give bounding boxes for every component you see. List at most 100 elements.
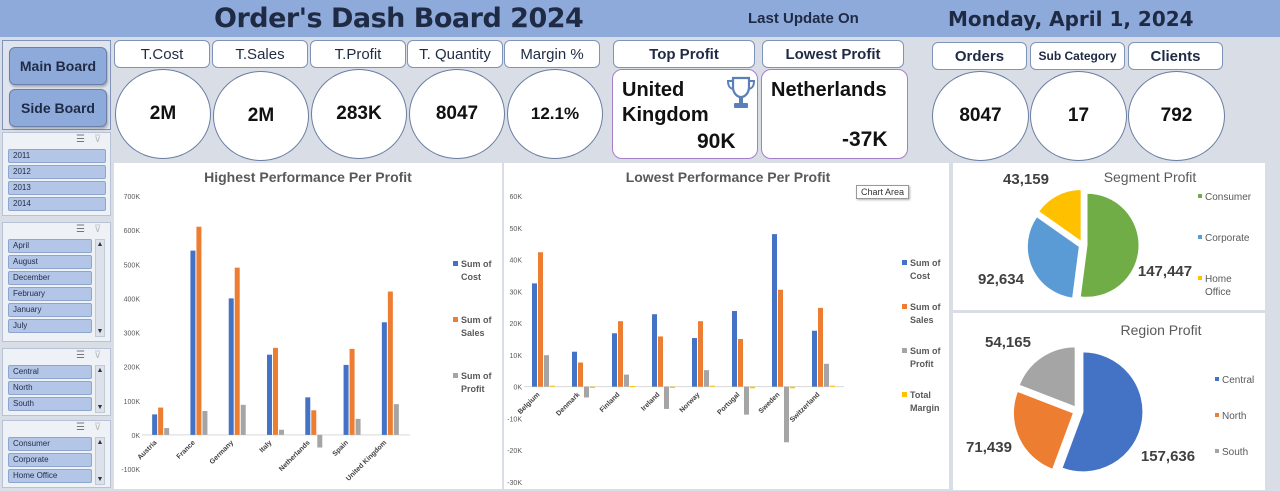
bar[interactable] — [196, 226, 202, 435]
pie-slice[interactable] — [1013, 390, 1075, 470]
bar[interactable] — [698, 321, 703, 387]
month-item[interactable]: December — [8, 271, 92, 285]
bar[interactable] — [784, 386, 789, 443]
bar[interactable] — [618, 321, 623, 387]
multi-select-icon[interactable]: ☰ — [76, 134, 85, 145]
bar[interactable] — [152, 414, 158, 435]
multi-select-icon[interactable]: ☰ — [76, 350, 85, 361]
bar[interactable] — [234, 267, 240, 435]
pie-slice[interactable] — [1026, 215, 1080, 299]
bar[interactable] — [824, 363, 829, 387]
bar[interactable] — [778, 289, 783, 387]
bar[interactable] — [202, 410, 208, 435]
bar[interactable] — [387, 291, 393, 435]
year-item[interactable]: 2011 — [8, 149, 106, 163]
month-item[interactable]: April — [8, 239, 92, 253]
multi-select-icon[interactable]: ☰ — [76, 224, 85, 235]
bar[interactable] — [830, 385, 835, 387]
segment-profit-panel[interactable]: Segment Profit 147,447 92,634 43,159 Consume… — [953, 163, 1265, 310]
bar[interactable] — [584, 386, 589, 398]
bar[interactable] — [738, 339, 743, 387]
bar[interactable] — [732, 311, 737, 387]
bar[interactable] — [658, 336, 663, 387]
bar[interactable] — [355, 418, 361, 435]
bar[interactable] — [670, 386, 675, 388]
legend-label: Total — [910, 390, 931, 400]
bar[interactable] — [164, 428, 170, 435]
bar[interactable] — [590, 386, 595, 388]
clear-filter-icon[interactable]: ⊽ — [94, 134, 102, 145]
bar[interactable] — [317, 434, 323, 448]
bar[interactable] — [704, 370, 709, 387]
pie-slice[interactable] — [1018, 346, 1076, 408]
bar[interactable] — [240, 404, 246, 435]
bar[interactable] — [532, 283, 537, 387]
pie-slice[interactable] — [1061, 351, 1144, 473]
scroll-down-icon[interactable]: ▼ — [96, 476, 104, 483]
region-item[interactable]: South — [8, 397, 92, 411]
segment-item[interactable]: Consumer — [8, 437, 92, 451]
month-item[interactable]: February — [8, 287, 92, 301]
lowest-chart-panel[interactable]: Lowest Performance Per Profit -30K -20K -10… — [504, 163, 949, 489]
bar[interactable] — [572, 351, 577, 387]
year-item[interactable]: 2012 — [8, 165, 106, 179]
bar[interactable] — [538, 252, 543, 387]
bar[interactable] — [381, 322, 387, 435]
side-board-button[interactable]: Side Board — [9, 89, 107, 127]
scroll-down-icon[interactable]: ▼ — [96, 328, 104, 335]
month-item[interactable]: August — [8, 255, 92, 269]
segment-scrollbar[interactable]: ▲ ▼ — [95, 437, 105, 485]
bar[interactable] — [612, 333, 617, 387]
bar[interactable] — [744, 386, 749, 415]
pie-slice[interactable] — [1079, 192, 1140, 298]
bar[interactable] — [710, 385, 715, 387]
bar[interactable] — [349, 348, 355, 435]
bar[interactable] — [544, 355, 549, 387]
multi-select-icon[interactable]: ☰ — [76, 422, 85, 433]
scroll-up-icon[interactable]: ▲ — [96, 367, 104, 374]
segment-item[interactable]: Corporate — [8, 453, 92, 467]
clear-filter-icon[interactable]: ⊽ — [94, 422, 102, 433]
bar[interactable] — [664, 386, 669, 409]
bar[interactable] — [228, 298, 234, 435]
bar[interactable] — [790, 386, 795, 389]
month-scrollbar[interactable]: ▲ ▼ — [95, 239, 105, 337]
bar[interactable] — [550, 385, 555, 387]
bar[interactable] — [624, 374, 629, 387]
month-item[interactable]: January — [8, 303, 92, 317]
bar[interactable] — [311, 410, 317, 435]
main-board-button[interactable]: Main Board — [9, 47, 107, 85]
bar[interactable] — [343, 364, 349, 435]
region-item[interactable]: Central — [8, 365, 92, 379]
year-item[interactable]: 2014 — [8, 197, 106, 211]
bar[interactable] — [279, 429, 284, 435]
clear-filter-icon[interactable]: ⊽ — [94, 350, 102, 361]
bar[interactable] — [273, 347, 278, 435]
bar[interactable] — [190, 250, 196, 435]
month-item[interactable]: July — [8, 319, 92, 333]
bar[interactable] — [393, 404, 399, 435]
bar[interactable] — [812, 330, 817, 387]
region-item[interactable]: North — [8, 381, 92, 395]
bar[interactable] — [772, 234, 777, 387]
bar[interactable] — [652, 314, 657, 387]
highest-chart-panel[interactable]: Highest Performance Per Profit -100K 0K 100… — [114, 163, 502, 489]
clear-filter-icon[interactable]: ⊽ — [94, 224, 102, 235]
bar[interactable] — [818, 307, 823, 387]
region-profit-panel[interactable]: Region Profit 157,636 71,439 54,165 Central N… — [953, 313, 1265, 490]
bar[interactable] — [750, 386, 755, 389]
bar[interactable] — [692, 338, 697, 387]
segment-item[interactable]: Home Office — [8, 469, 92, 483]
scroll-up-icon[interactable]: ▲ — [96, 241, 104, 248]
bar[interactable] — [630, 386, 635, 388]
bar[interactable] — [305, 397, 311, 435]
bar[interactable] — [158, 407, 164, 435]
region-scrollbar[interactable]: ▲ ▼ — [95, 365, 105, 413]
bar[interactable] — [578, 362, 583, 387]
year-item[interactable]: 2013 — [8, 181, 106, 195]
pie-slice[interactable] — [1037, 188, 1082, 243]
scroll-down-icon[interactable]: ▼ — [96, 404, 104, 411]
scroll-up-icon[interactable]: ▲ — [96, 439, 104, 446]
bar[interactable] — [267, 354, 272, 435]
